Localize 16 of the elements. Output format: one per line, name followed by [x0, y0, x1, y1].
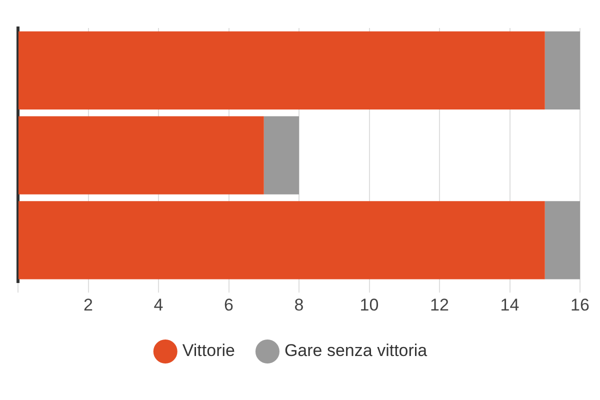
bar — [544, 31, 580, 110]
x-tick-label: 10 — [360, 295, 379, 314]
legend-label: Vittorie — [182, 341, 235, 360]
legend-label: Gare senza vittoria — [284, 341, 428, 360]
bar — [18, 116, 264, 194]
bar — [544, 201, 580, 280]
x-tick-label: 6 — [224, 295, 234, 314]
x-tick-label: 2 — [84, 295, 93, 314]
x-tick-label: 14 — [500, 295, 520, 314]
x-tick-label: 16 — [570, 295, 590, 314]
bar — [18, 201, 545, 280]
x-tick-label: 12 — [430, 295, 449, 314]
x-tick-label: 4 — [154, 295, 164, 314]
bar — [264, 116, 299, 194]
x-tick-label: 8 — [294, 295, 304, 314]
bar — [18, 31, 545, 110]
